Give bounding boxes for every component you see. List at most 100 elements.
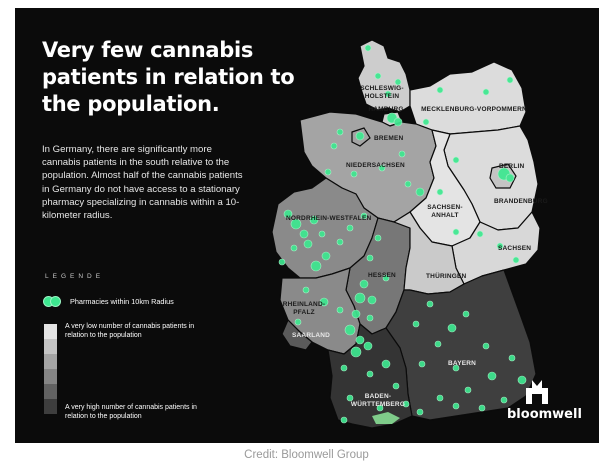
pharmacy-marker <box>319 297 329 307</box>
pharmacy-marker <box>340 364 348 372</box>
pharmacy-marker <box>366 254 374 262</box>
pharmacy-marker <box>436 86 444 94</box>
pharmacy-marker <box>482 88 490 96</box>
legend-scale-step <box>44 354 57 369</box>
pharmacy-marker <box>415 187 425 197</box>
pharmacy-marker <box>506 76 514 84</box>
pharmacy-marker <box>278 258 286 266</box>
legend-pharmacies-label: Pharmacies within 10km Radius <box>70 297 174 306</box>
pharmacy-marker <box>382 274 390 282</box>
image-credit: Credit: Bloomwell Group <box>244 449 369 461</box>
pharmacy-marker <box>402 400 410 408</box>
label-schleswig-holstein: SCHLESWIG-HOLSTEIN <box>360 85 404 100</box>
label-sachsen-anhalt: SACHSEN-ANHALT <box>427 204 463 219</box>
pharmacy-marker <box>436 188 444 196</box>
pharmacy-marker <box>505 173 515 183</box>
bloomwell-logo-icon <box>526 380 548 404</box>
pharmacy-marker <box>434 340 442 348</box>
legend-heading: LEGENDE <box>45 273 105 280</box>
pharmacy-marker <box>290 244 298 252</box>
legend-scale-step <box>44 399 57 414</box>
pharmacy-marker <box>478 404 486 412</box>
label-brandenburg: BRANDENBURG <box>494 198 548 205</box>
pharmacy-marker <box>346 394 354 402</box>
pharmacy-marker <box>366 314 374 322</box>
label-saarland: SAARLAND <box>292 332 330 339</box>
pharmacy-marker <box>355 131 365 141</box>
pharmacy-marker <box>508 354 516 362</box>
pharmacy-marker <box>418 360 426 368</box>
label-mecklenburg-vorpommern: MECKLENBURG-VORPOMMERN <box>421 106 527 113</box>
pharmacy-marker <box>374 72 382 80</box>
label-thueringen: THÜRINGEN <box>426 271 467 280</box>
pharmacy-marker <box>351 309 361 319</box>
legend-scale-step <box>44 384 57 399</box>
pharmacy-marker <box>363 341 373 351</box>
legend-pharmacies: Pharmacies within 10km Radius <box>43 296 174 307</box>
legend-scale-step <box>44 324 57 339</box>
pharmacy-marker <box>394 78 402 86</box>
label-berlin: BERLIN <box>499 163 525 170</box>
pharmacy-marker <box>294 318 302 326</box>
pharmacy-marker <box>374 234 382 242</box>
pharmacy-dot-icon <box>50 296 61 307</box>
pharmacy-marker <box>392 382 400 390</box>
pharmacy-marker <box>376 404 384 412</box>
state-saarland <box>281 318 313 351</box>
pharmacy-marker <box>344 324 356 336</box>
pharmacy-marker <box>412 320 420 328</box>
label-baden-wuerttemberg: BADEN-WÜRTTEMBERG <box>351 393 405 408</box>
pharmacy-marker <box>330 142 338 150</box>
pharmacy-marker <box>512 256 520 264</box>
label-bayern: BAYERN <box>448 360 476 367</box>
state-schleswig-holstein <box>357 39 411 113</box>
pharmacy-marker <box>500 396 508 404</box>
pharmacy-marker <box>378 164 386 172</box>
label-bremen: BREMEN <box>374 135 403 142</box>
pharmacy-marker <box>336 128 344 136</box>
legend-scale-step <box>44 369 57 384</box>
pharmacy-marker <box>487 371 497 381</box>
pharmacy-marker <box>367 295 377 305</box>
pharmacy-marker <box>452 364 460 372</box>
label-rheinland-pfalz: RHEINLAND-PFALZ <box>283 301 325 316</box>
pharmacy-marker <box>462 310 470 318</box>
pharmacy-marker <box>324 168 332 176</box>
pharmacy-marker <box>359 279 369 289</box>
label-hessen: HESSEN <box>368 272 396 279</box>
pharmacy-marker <box>476 230 484 238</box>
pharmacy-marker <box>464 386 472 394</box>
label-schleswig-holstein-line-1: SCHLESWIG- <box>360 85 404 92</box>
pharmacy-marker <box>303 239 313 249</box>
label-nordrhein-westfalen: NORDRHEIN-WESTFALEN <box>286 215 372 222</box>
lake-bodensee <box>372 412 400 424</box>
label-rheinland-pfalz-line-2: PFALZ <box>293 309 315 316</box>
pharmacy-marker <box>340 416 348 424</box>
legend-scale-low-label: A very low number of cannabis patients i… <box>65 323 195 339</box>
pharmacy-marker <box>290 218 302 230</box>
label-baden-wuerttemberg-line-2: WÜRTTEMBERG <box>351 399 405 408</box>
description: In Germany, there are significantly more… <box>42 144 243 222</box>
label-rheinland-pfalz-line-1: RHEINLAND- <box>283 301 325 308</box>
pharmacy-marker <box>283 209 293 219</box>
pharmacy-marker <box>384 90 392 98</box>
label-niedersachsen: NIEDERSACHSEN <box>346 162 405 169</box>
label-schleswig-holstein-line-2: HOLSTEIN <box>365 93 400 100</box>
pharmacy-marker <box>350 170 358 178</box>
pharmacy-marker <box>302 286 310 294</box>
pharmacy-marker <box>393 117 403 127</box>
pharmacy-marker <box>321 251 331 261</box>
pharmacy-marker <box>299 229 309 239</box>
pharmacy-marker <box>447 323 457 333</box>
pharmacy-marker <box>517 375 527 385</box>
label-sachsen-anhalt-line-1: SACHSEN- <box>427 204 463 211</box>
pharmacy-marker <box>336 306 344 314</box>
pharmacy-marker <box>350 346 362 358</box>
pharmacy-marker <box>452 228 460 236</box>
bloomwell-logo: bloomwell <box>507 380 582 422</box>
pharmacy-marker <box>309 215 319 225</box>
legend-color-scale <box>44 324 57 414</box>
pharmacy-marker <box>426 300 434 308</box>
pharmacy-marker <box>318 230 326 238</box>
pharmacy-marker <box>404 180 412 188</box>
